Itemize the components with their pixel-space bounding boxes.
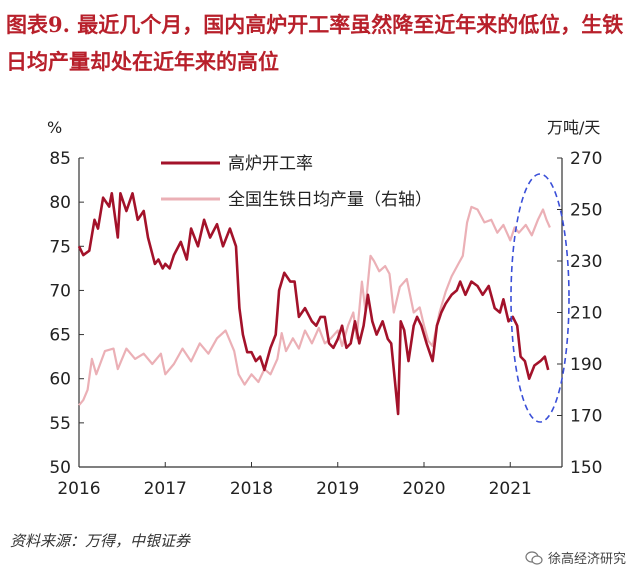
right-tick-label: 190: [570, 355, 602, 375]
x-tick-label: 2020: [402, 479, 445, 499]
x-tick-label: 2018: [230, 479, 273, 499]
source-note: 资料来源：万得，中银证券: [10, 532, 191, 550]
watermark: 徐高经济研究: [525, 548, 626, 567]
left-tick-label: 55: [49, 414, 71, 434]
watermark-text: 徐高经济研究: [547, 552, 626, 567]
highlight-ellipse: [510, 173, 570, 423]
left-tick-label: 50: [49, 458, 71, 478]
left-axis-ticks: 50 55 60 65 70 75 80 85: [49, 149, 84, 478]
left-tick-label: 80: [49, 193, 71, 213]
right-tick-label: 270: [570, 149, 602, 169]
right-tick-label: 150: [570, 458, 602, 478]
left-axis-unit: %: [47, 118, 62, 137]
legend-label-left-series: 高炉开工率: [228, 154, 313, 174]
x-tick-label: 2021: [489, 479, 532, 499]
legend: 高炉开工率 全国生铁日均产量（右轴）: [161, 154, 432, 210]
left-tick-label: 60: [49, 370, 71, 390]
x-tick-label: 2017: [144, 479, 187, 499]
right-axis-unit: 万吨/天: [547, 118, 600, 137]
legend-label-right-series: 全国生铁日均产量（右轴）: [228, 190, 432, 210]
right-tick-label: 170: [570, 407, 602, 427]
left-tick-label: 65: [49, 326, 71, 346]
x-axis-ticks: 2016 2017 2018 2019 2020 2021: [57, 462, 532, 499]
right-axis-ticks: 150 170 190 210 230 250 270: [557, 149, 602, 478]
right-tick-label: 250: [570, 201, 602, 221]
right-tick-label: 230: [570, 252, 602, 272]
left-tick-label: 75: [49, 237, 71, 257]
x-tick-label: 2019: [316, 479, 359, 499]
x-tick-label: 2016: [57, 479, 100, 499]
left-tick-label: 70: [49, 281, 71, 301]
chart-title: 图表9. 最近几个月，国内高炉开工率虽然降至近年来的低位，生铁日均产量却处在近年…: [6, 12, 624, 74]
right-tick-label: 210: [570, 304, 602, 324]
wechat-icon: [525, 550, 543, 565]
series-line-right-axis: [78, 205, 551, 406]
left-tick-label: 85: [49, 149, 71, 169]
series-line-left-axis: [77, 192, 550, 416]
